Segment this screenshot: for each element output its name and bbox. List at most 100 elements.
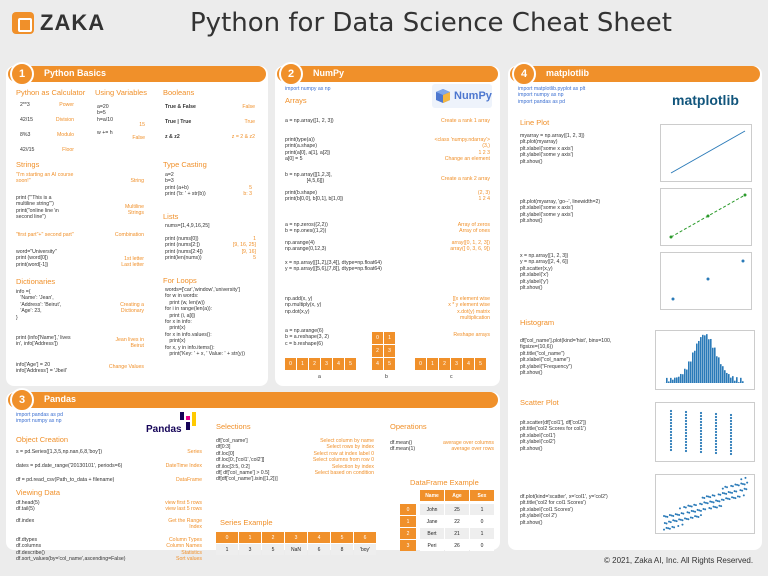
lists-result: 1 [9, 16, 25] [9, 16] 5 — [232, 236, 256, 262]
scatter-point — [718, 500, 721, 503]
hist-bar — [698, 340, 700, 383]
scatter-point — [690, 505, 693, 508]
h-selections: Selections — [216, 422, 251, 431]
scatter-point — [699, 438, 703, 442]
dashed-plot-thumb — [660, 188, 752, 246]
series-value: NaN — [285, 544, 307, 555]
panel4-header: matplotlib — [510, 66, 760, 82]
scatter-point — [714, 418, 718, 422]
scatter-point — [663, 528, 665, 531]
scatter-point — [690, 509, 693, 512]
scatter-point — [685, 517, 688, 520]
scatter-point — [699, 435, 703, 439]
df-cell: John — [420, 504, 444, 515]
scatter-point — [738, 495, 741, 498]
scatter-point — [699, 429, 703, 433]
panel-python-basics — [6, 66, 268, 386]
scatter-point — [732, 496, 735, 499]
scatter-point — [708, 507, 711, 510]
scatter-point — [684, 506, 687, 509]
scatter-point — [734, 497, 737, 500]
scatter-point — [714, 430, 718, 434]
scatter-point — [674, 513, 677, 516]
dict-code-3: info['Age'] = 20 info['Address'] = 'Jbei… — [16, 362, 67, 375]
scatter-point — [736, 483, 739, 486]
numpy-logo-text: NumPy — [454, 90, 492, 102]
histogram-thumb — [655, 330, 755, 390]
scatter-point — [684, 422, 688, 426]
np-code-9: a = np.arange(6) b = a.reshape(3, 2) c =… — [285, 328, 329, 347]
scatter-point — [699, 502, 702, 505]
scatter-point — [729, 416, 733, 420]
hist-code: df['col_name'].plot(kind='hist', bins=10… — [520, 338, 612, 377]
scatter-point — [718, 504, 721, 507]
hist-bar — [734, 380, 736, 383]
scatter-point — [715, 499, 718, 502]
matplotlib-logo: matplotlib — [672, 92, 739, 108]
scatter-point — [705, 501, 707, 504]
scatter-point — [672, 519, 675, 522]
np-code-7: x = np.array([[1,2],[3,4]], dtype=np.flo… — [285, 260, 382, 273]
obj-note-3: DataFrame — [176, 477, 202, 483]
h-forloops: For Loops — [163, 276, 197, 285]
scatter-point — [663, 515, 665, 517]
dict-note-2: Jean lives in Beirut — [115, 337, 144, 350]
scatter-point — [669, 412, 673, 416]
np-note-3: Create a rank 2 array — [440, 176, 490, 182]
scatter-point — [687, 504, 690, 507]
dict-note-3: Change Values — [108, 364, 144, 370]
hist-bar — [674, 377, 676, 383]
scatter-point — [671, 525, 674, 528]
bool-result: False — [242, 104, 255, 110]
h-lineplot: Line Plot — [520, 118, 550, 127]
zaka-logo: ZAKA — [12, 10, 105, 36]
pandas-logo: Pandas — [146, 424, 182, 435]
scatter-point — [733, 490, 736, 493]
series-index: 4 — [308, 532, 330, 543]
line-code-2: plt.plot(myarray, 'go--', linewidth=2) p… — [520, 199, 601, 225]
scatter-point — [741, 482, 744, 485]
h-scatterplot: Scatter Plot — [520, 398, 559, 407]
scatter-point — [742, 494, 745, 497]
hist-bar — [678, 376, 680, 383]
scatter-point — [722, 499, 725, 502]
scatter-point — [731, 496, 734, 499]
scatter-point — [699, 417, 703, 421]
cell-c: 3 — [451, 358, 462, 370]
scatter-point — [712, 501, 715, 504]
bool-expr: z & z2 — [165, 134, 180, 140]
scatter-point — [686, 511, 689, 514]
typecast-code: a=2 b=3 print (a+b) print ('b: ' + str(b… — [165, 172, 206, 198]
dict-code: info ={ 'Name': 'Jean', 'Address': 'Beir… — [16, 289, 62, 321]
np-code-1: a = np.array([1, 2, 3]) — [285, 118, 334, 124]
scatter-point — [725, 492, 728, 495]
df-cell: Peri — [420, 540, 444, 551]
scatter-point — [714, 506, 717, 509]
dict-code-2: print (info['Name'],' lives in', info['A… — [16, 335, 71, 348]
scatter-point — [746, 481, 749, 484]
np-note-8: [[x element wise x * y element wise x.do… — [448, 296, 490, 322]
calc-expr: 2**3 — [20, 102, 30, 108]
scatter-point — [714, 442, 718, 446]
scatter-point — [693, 503, 696, 506]
calc-label: Floor — [62, 147, 74, 153]
cell-c: 4 — [463, 358, 474, 370]
cell-b: 2 — [372, 345, 383, 357]
df-cell: 0 — [470, 540, 494, 551]
panel1-header: Python Basics — [8, 66, 266, 82]
scatter-point — [699, 450, 703, 454]
df-index: 2 — [400, 528, 416, 539]
scatter-point — [714, 433, 718, 437]
scatter-point — [734, 483, 737, 486]
selections-code: df['col_name'] df[0:3] df.loc[0] df.loc[… — [216, 438, 278, 483]
np-code-5: a = np.zeros((2,2)) b = np.ones((1,2)) — [285, 222, 328, 235]
scatter-point — [701, 496, 704, 499]
cell-b: 4 — [372, 358, 383, 370]
scatter-point — [678, 518, 681, 521]
obj-code-2: dates = pd.date_range('20130101', period… — [16, 463, 123, 469]
scatter-point — [697, 515, 700, 518]
h-calculator: Python as Calculator — [16, 88, 86, 97]
bool-result: z = 2 & z2 — [231, 134, 255, 140]
hist-bar — [706, 334, 708, 383]
selections-notes: Select column by name Select rows by ind… — [312, 438, 374, 477]
